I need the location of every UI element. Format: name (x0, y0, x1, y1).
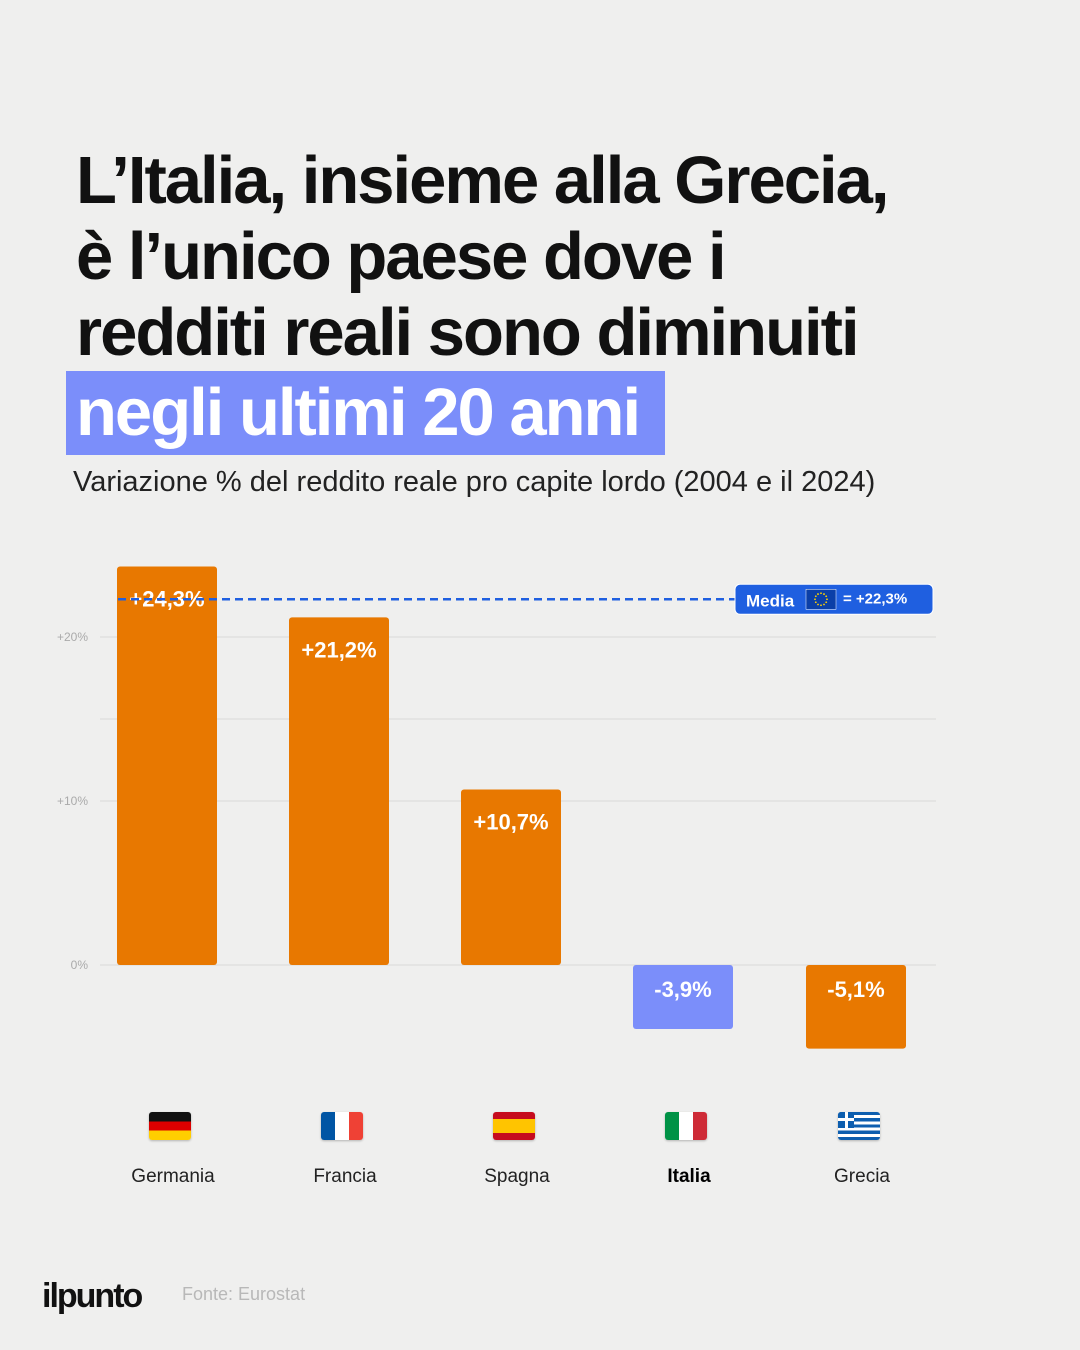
bar-italia (633, 965, 733, 1029)
eu-star (826, 598, 828, 601)
title-highlight-wrap: negli ultimi 20 anni (66, 371, 1056, 455)
data-label: -5,1% (827, 977, 884, 1002)
title-line-1: L’Italia, insieme alla Grecia, (76, 143, 889, 218)
data-label: -3,9% (654, 977, 711, 1002)
eu-star (823, 593, 825, 595)
bar-spagna (461, 789, 561, 965)
eu-star (820, 592, 822, 595)
category-label: Grecia (834, 1166, 890, 1187)
eu-star (823, 603, 825, 606)
category-label: Francia (313, 1166, 377, 1187)
bar-chart: +20%+10%0%-10%+24,3%+21,2%+10,7%-3,9%-5,… (57, 566, 936, 1049)
title-line-2: è l’unico paese dove i (76, 219, 727, 294)
spain-flag-icon (493, 1112, 535, 1140)
source-note: Fonte: Eurostat (182, 1284, 306, 1304)
average-label-prefix: Media (746, 591, 795, 610)
italy-flag-icon (665, 1112, 707, 1140)
brand-logo: ilpunto (42, 1277, 143, 1315)
average-label-value: = +22,3% (843, 590, 907, 607)
data-label: +21,2% (301, 637, 376, 662)
y-tick-label: +10% (57, 794, 88, 808)
greece-flag-cross-v (844, 1112, 848, 1128)
y-tick-label: +20% (57, 630, 88, 644)
eu-star (825, 595, 828, 598)
eu-flag-icon (805, 589, 837, 610)
data-label: +24,3% (129, 586, 204, 611)
y-tick-label: 0% (71, 958, 89, 972)
bar-germania (117, 566, 217, 965)
eu-star (820, 604, 822, 607)
greece-flag-icon (838, 1112, 880, 1140)
eu-star (825, 601, 828, 604)
france-flag-icon (321, 1112, 363, 1140)
greece-flag-canton (838, 1112, 854, 1128)
category-label: Germania (131, 1166, 215, 1187)
germany-flag-icon (149, 1112, 191, 1140)
chart-title: L’Italia, insieme alla Grecia, è l’unico… (66, 143, 1056, 455)
eu-star (814, 598, 816, 601)
title-highlight: negli ultimi 20 anni (66, 371, 666, 455)
title-line-3: redditi reali sono diminuiti (76, 295, 860, 370)
eu-star (814, 595, 817, 598)
bar-francia (289, 617, 389, 965)
data-label: +10,7% (473, 810, 548, 835)
eu-star (817, 593, 819, 595)
eu-star (814, 601, 817, 604)
eu-star (817, 603, 819, 606)
category-label: Italia (667, 1166, 711, 1187)
chart-subtitle: Variazione % del reddito reale pro capit… (73, 466, 876, 498)
category-label: Spagna (484, 1166, 550, 1187)
bar-grecia (806, 965, 906, 1049)
